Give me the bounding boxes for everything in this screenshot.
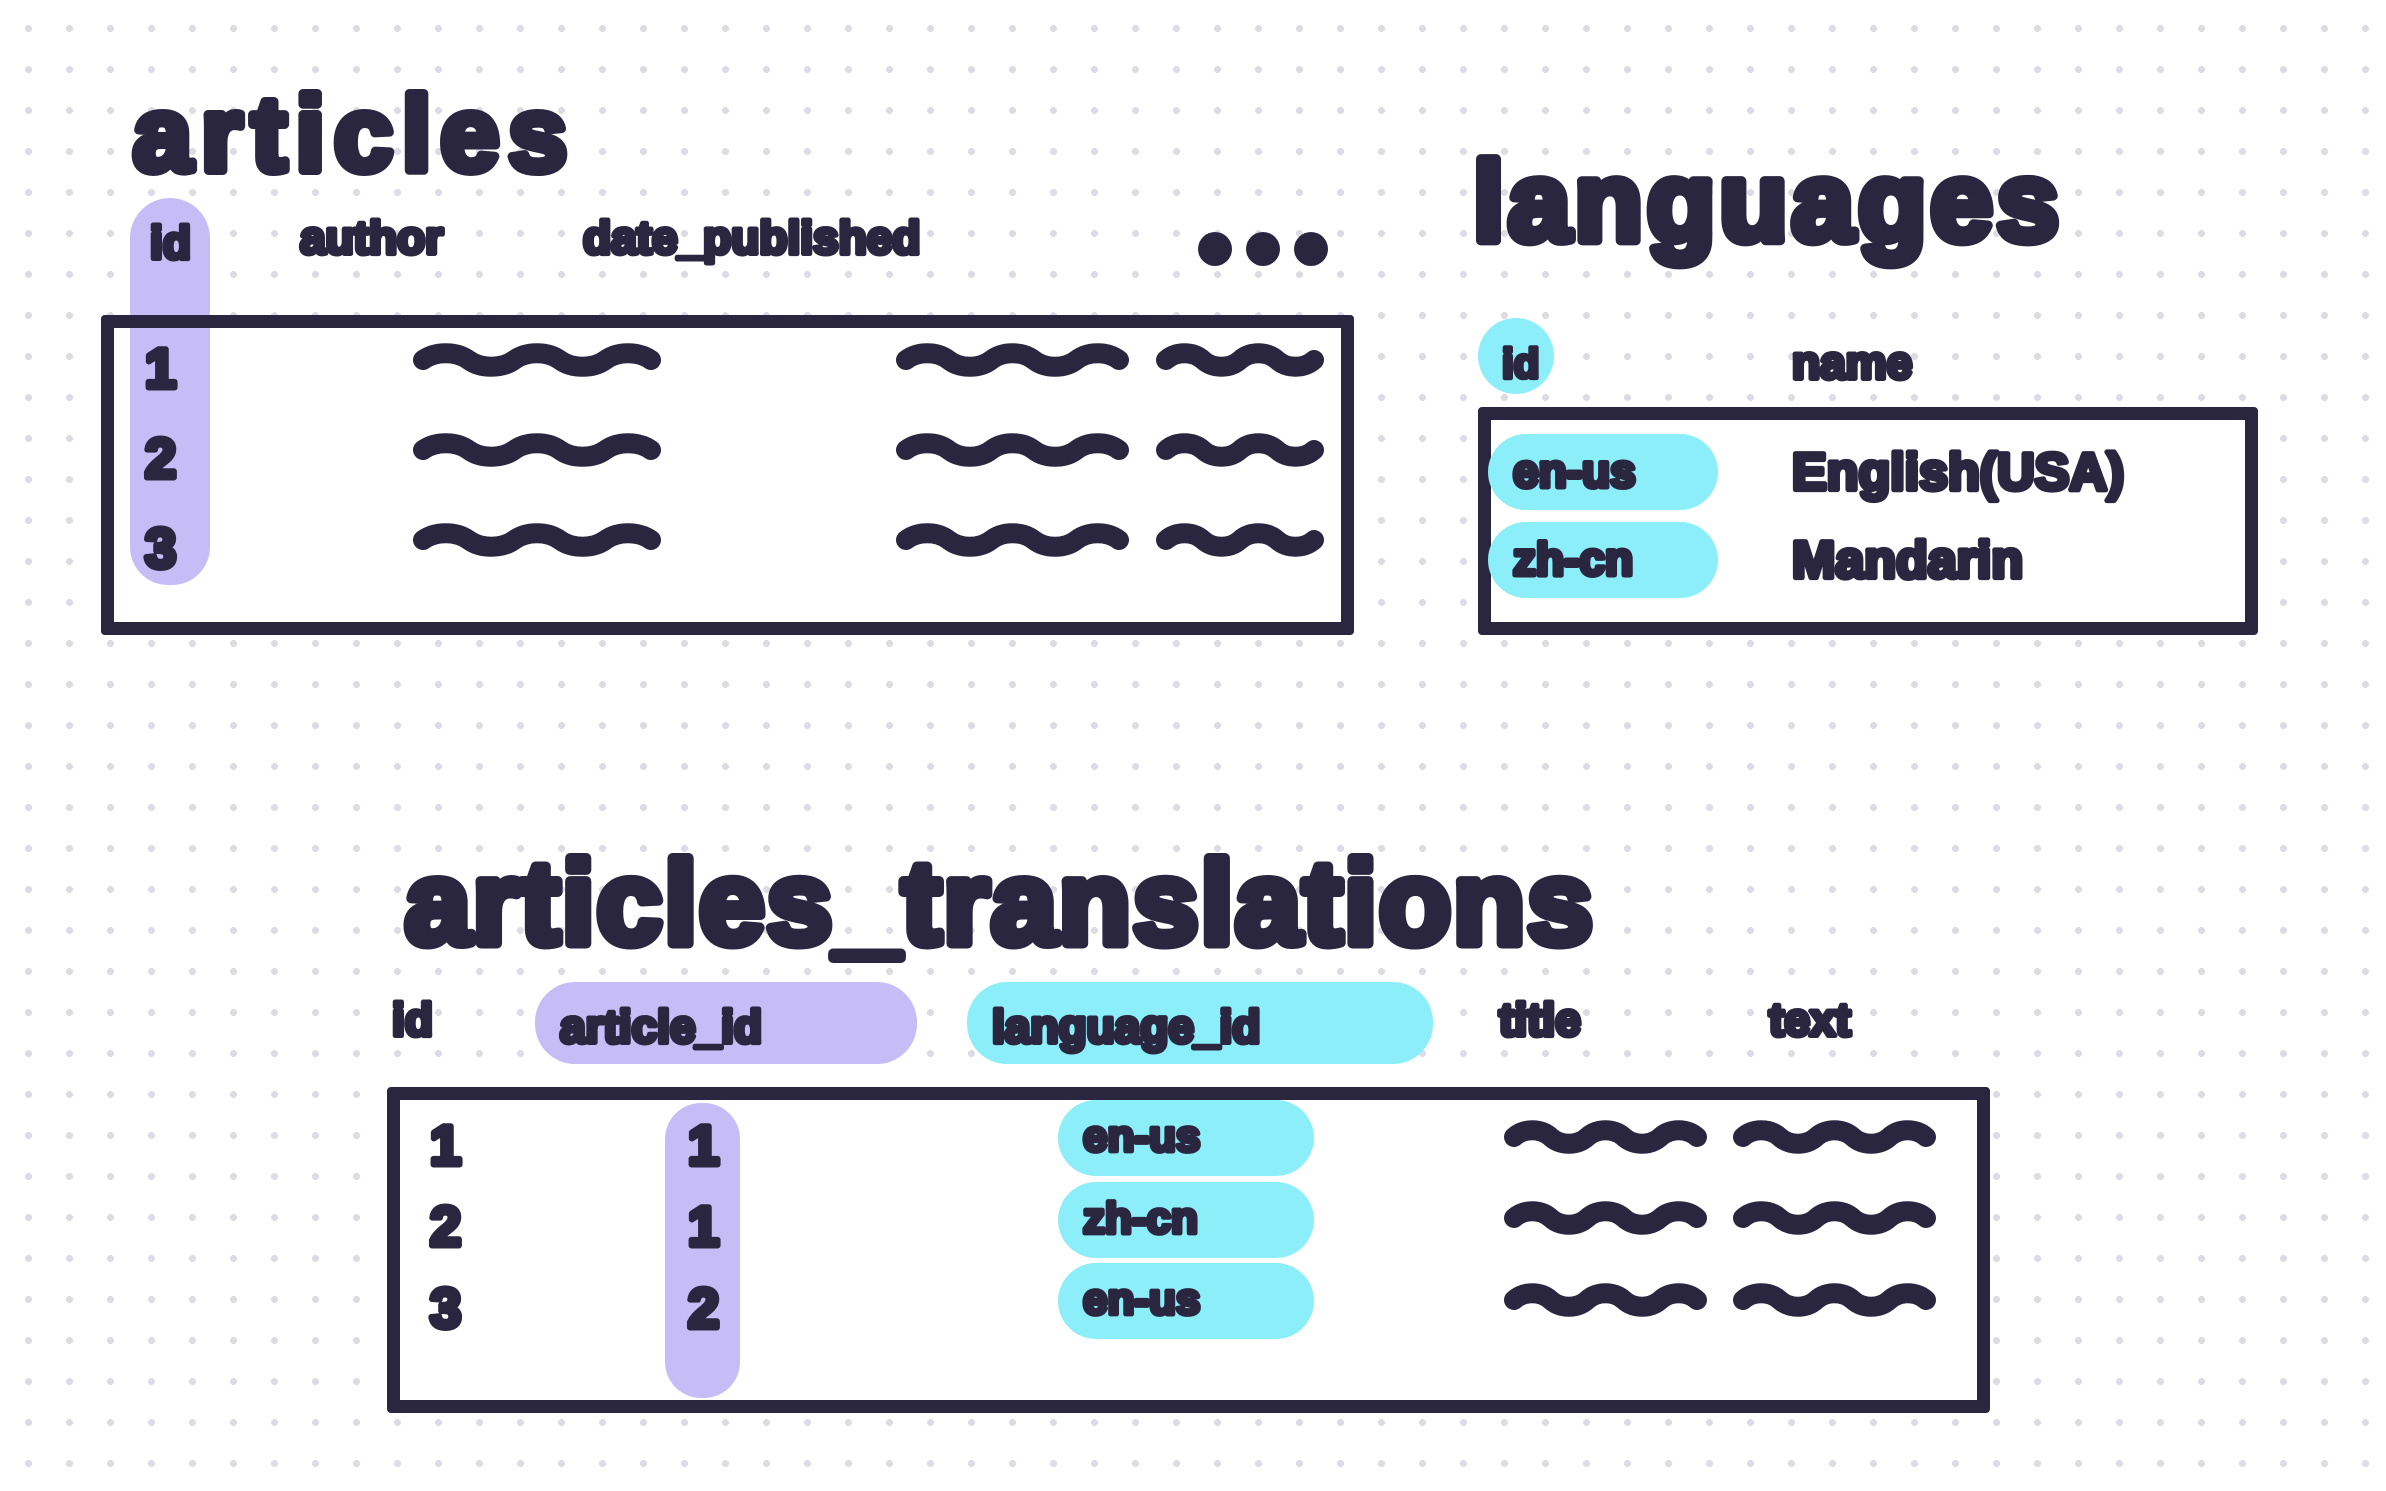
svg-text:articles: articles	[133, 75, 576, 193]
svg-text:author: author	[300, 211, 443, 263]
svg-text:zh-cn: zh-cn	[1513, 533, 1633, 585]
svg-text:3: 3	[430, 1277, 461, 1340]
svg-text:English(USA): English(USA)	[1792, 444, 2124, 502]
svg-text:1: 1	[688, 1114, 719, 1177]
svg-text:1: 1	[430, 1114, 461, 1177]
svg-text:1: 1	[145, 337, 176, 400]
svg-text:id: id	[392, 993, 433, 1045]
svg-text:id: id	[150, 216, 191, 268]
svg-text:1: 1	[688, 1195, 719, 1258]
svg-text:language_id: language_id	[992, 1000, 1260, 1052]
svg-text:2: 2	[688, 1277, 719, 1340]
svg-text:title: title	[1499, 993, 1581, 1045]
svg-text:text: text	[1769, 993, 1851, 1045]
svg-text:en-us: en-us	[1083, 1275, 1200, 1324]
svg-text:languages: languages	[1473, 139, 2063, 264]
svg-text:articles_translations: articles_translations	[405, 838, 1595, 969]
svg-text:en-us: en-us	[1083, 1112, 1200, 1161]
svg-text:2: 2	[430, 1195, 461, 1258]
svg-text:en-us: en-us	[1513, 445, 1636, 497]
svg-text:3: 3	[145, 517, 176, 580]
svg-text:name: name	[1792, 336, 1912, 388]
svg-text:Mandarin: Mandarin	[1792, 532, 2023, 590]
svg-text:article_id: article_id	[560, 1000, 762, 1052]
svg-text:zh-cn: zh-cn	[1083, 1194, 1198, 1243]
svg-text:id: id	[1502, 340, 1539, 387]
svg-text:date_published: date_published	[583, 211, 920, 263]
svg-text:2: 2	[145, 427, 176, 490]
